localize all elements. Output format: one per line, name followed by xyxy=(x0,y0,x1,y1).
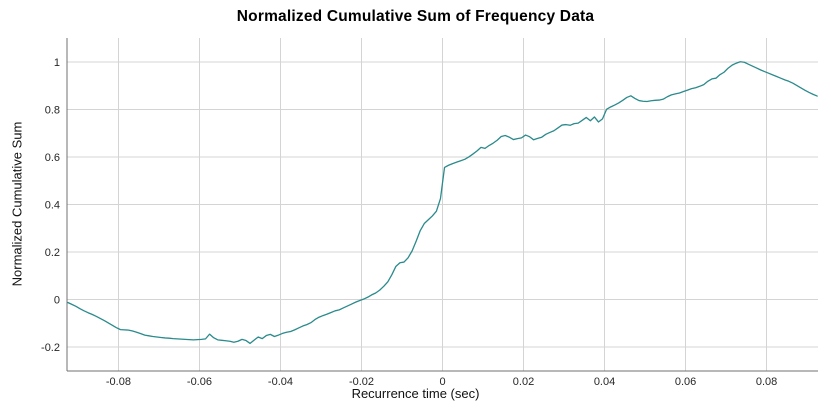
x-axis-label: Recurrence time (sec) xyxy=(351,386,480,401)
x-tick-label: 0.08 xyxy=(756,376,777,388)
x-tick-label: 0.04 xyxy=(594,376,615,388)
y-tick-label: 1 xyxy=(54,57,60,69)
tick-label-layer: -0.08 -0.06 -0.04 -0.02 0 0.02 0.04 0.06 0.08 -0.… xyxy=(41,57,777,388)
x-tick-label: -0.06 xyxy=(187,376,212,388)
axis-layer xyxy=(66,38,818,372)
y-tick-label: -0.2 xyxy=(41,342,60,354)
grid-layer xyxy=(67,38,818,371)
y-tick-label: 0.6 xyxy=(45,152,60,164)
x-tick-label: 0.06 xyxy=(675,376,696,388)
x-tick-label: -0.08 xyxy=(106,376,131,388)
x-tick-label: -0.04 xyxy=(268,376,293,388)
x-tick-label: 0.02 xyxy=(513,376,534,388)
cumulative-sum-line xyxy=(67,61,818,345)
x-tick-label: -0.02 xyxy=(349,376,374,388)
x-tick-label: 0 xyxy=(439,376,445,388)
series-layer xyxy=(67,61,818,345)
y-tick-label: 0.8 xyxy=(45,104,60,116)
y-tick-label: 0 xyxy=(54,295,60,307)
y-tick-label: 0.2 xyxy=(45,247,60,259)
y-tick-label: 0.4 xyxy=(45,200,60,212)
chart-title: Normalized Cumulative Sum of Frequency D… xyxy=(236,8,595,25)
